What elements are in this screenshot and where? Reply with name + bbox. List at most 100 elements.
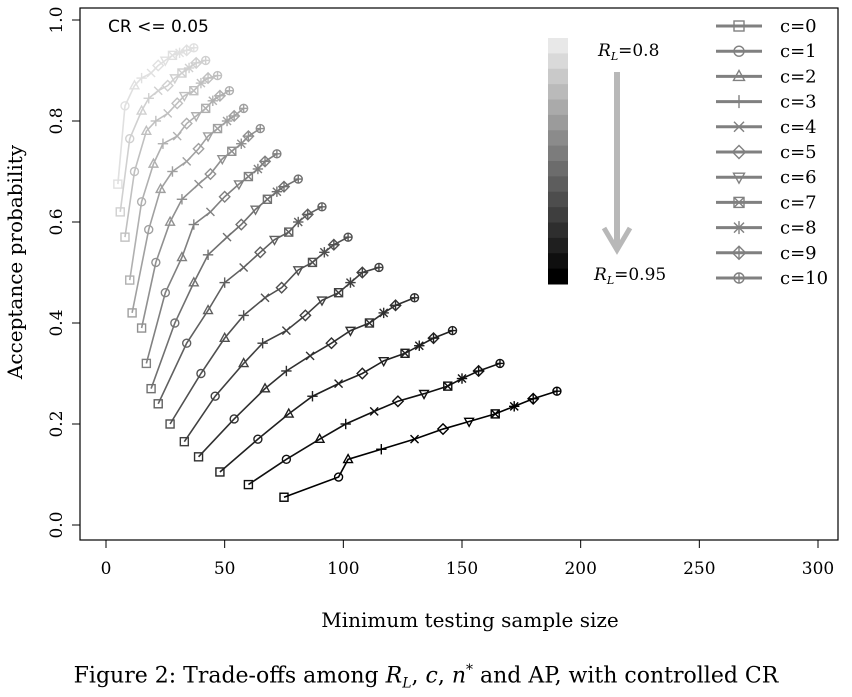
gradient-swatch — [548, 268, 568, 285]
data-point — [115, 207, 125, 217]
data-point — [204, 167, 217, 181]
data-point — [212, 123, 223, 134]
data-point — [190, 112, 202, 123]
data-point — [271, 186, 283, 197]
data-point — [305, 351, 315, 361]
data-point — [167, 166, 178, 177]
data-point — [731, 245, 747, 261]
gradient-swatch — [548, 191, 568, 208]
data-point — [180, 117, 193, 130]
legend-item: c=10 — [716, 268, 828, 289]
legend-item: c=3 — [716, 92, 817, 113]
y-axis-label: Acceptance probability — [3, 144, 27, 380]
data-point — [144, 224, 154, 235]
data-point — [221, 115, 233, 127]
cr-annotation: CR <= 0.05 — [108, 17, 209, 37]
data-point — [136, 197, 147, 207]
data-point — [236, 138, 247, 149]
data-point — [160, 288, 171, 298]
data-point — [376, 444, 387, 455]
data-point — [253, 434, 263, 444]
data-point — [333, 288, 344, 298]
data-point — [196, 368, 206, 379]
data-point — [200, 103, 211, 114]
data-point — [342, 453, 354, 464]
x-axis-label: Minimum testing sample size — [321, 608, 619, 632]
data-point — [277, 180, 291, 193]
data-point — [447, 325, 458, 336]
gradient-swatch — [548, 84, 568, 100]
data-point — [147, 157, 160, 168]
curve-series — [125, 85, 235, 285]
data-point — [136, 104, 148, 115]
data-point — [327, 238, 341, 251]
gradient-swatch — [548, 176, 568, 193]
legend-item: c=2 — [716, 66, 817, 87]
data-point — [188, 219, 200, 230]
x-tick-label: 100 — [327, 559, 359, 579]
data-point — [293, 174, 303, 184]
legend-label: c=4 — [780, 117, 817, 138]
curve-series — [127, 103, 249, 318]
data-point — [281, 365, 292, 377]
data-point — [378, 356, 390, 368]
x-tick-label: 50 — [214, 559, 236, 579]
data-point — [224, 85, 235, 96]
data-point — [369, 406, 379, 416]
x-axis: 0 50 100 150 200 250 300 — [101, 539, 834, 579]
data-point — [170, 318, 180, 328]
curve-line — [117, 47, 195, 185]
data-point — [319, 247, 330, 258]
data-point — [155, 182, 167, 194]
legend-label: c=6 — [780, 167, 817, 188]
data-point — [189, 43, 199, 53]
data-point — [443, 381, 453, 391]
data-point — [356, 367, 369, 380]
data-point — [235, 218, 248, 231]
legend-item: c=0 — [716, 16, 817, 37]
data-point — [252, 163, 264, 175]
y-tick-label: 0.0 — [47, 511, 67, 538]
y-axis: 0.0 0.2 0.4 0.6 0.8 1.0 — [47, 6, 81, 539]
data-point — [317, 202, 327, 212]
curve-series — [141, 149, 282, 369]
data-point — [207, 95, 218, 106]
data-point — [171, 97, 184, 110]
data-point — [301, 208, 314, 221]
data-point — [732, 221, 746, 235]
data-point — [316, 296, 328, 307]
data-point — [732, 172, 746, 185]
legend-label: c=5 — [780, 142, 817, 163]
data-point — [427, 331, 440, 345]
data-point — [344, 326, 357, 337]
plot-frame — [79, 7, 839, 541]
data-point — [128, 79, 141, 90]
data-point — [456, 373, 468, 384]
data-point — [141, 358, 152, 369]
data-point — [164, 215, 176, 226]
data-point — [356, 266, 369, 279]
data-point — [172, 131, 182, 141]
data-point — [136, 323, 147, 333]
data-point — [463, 417, 475, 428]
data-point — [281, 326, 291, 336]
data-point — [151, 257, 161, 268]
data-point — [409, 293, 420, 303]
data-point — [218, 190, 231, 203]
curve-line — [247, 362, 501, 486]
data-point — [334, 379, 344, 389]
data-point — [733, 121, 745, 133]
data-point — [233, 180, 245, 191]
data-point — [343, 232, 353, 242]
data-point — [325, 337, 338, 350]
data-point — [159, 56, 171, 67]
legend-label: c=2 — [780, 66, 817, 87]
data-point — [275, 281, 288, 294]
data-point — [238, 103, 249, 114]
curve-line — [124, 74, 218, 238]
data-point — [179, 436, 190, 447]
data-point — [113, 179, 123, 189]
data-point — [182, 156, 192, 166]
gradient-swatch — [548, 99, 568, 116]
y-tick-label: 0.8 — [47, 107, 67, 134]
